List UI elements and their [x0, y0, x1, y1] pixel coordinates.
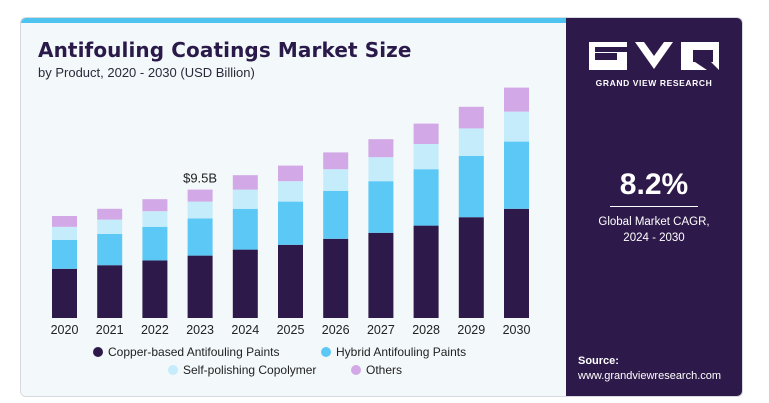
bar-segment: [458, 128, 484, 156]
bar-segment: [97, 219, 123, 234]
bar-segment: [504, 111, 529, 142]
cagr-label-line1: Global Market CAGR,: [598, 216, 710, 228]
x-tick-label: 2023: [186, 323, 214, 337]
bar-segment: [323, 169, 349, 191]
chart-panel: Antifouling Coatings Market Size by Prod…: [21, 18, 566, 396]
bar-segment: [504, 87, 529, 112]
data-label: $9.5B: [183, 171, 217, 186]
bar-segment: [278, 244, 303, 318]
bar-segment: [323, 238, 349, 318]
source-url: www.grandviewresearch.com: [578, 370, 722, 382]
legend-swatch: [351, 365, 361, 375]
x-tick-label: 2030: [503, 323, 531, 337]
x-tick-label: 2027: [367, 323, 395, 337]
chart-title: Antifouling Coatings Market Size: [38, 38, 412, 62]
bar-segment: [52, 240, 77, 269]
info-panel: GRAND VIEW RESEARCH 8.2% Global Market C…: [566, 18, 742, 396]
bar-segment: [458, 106, 484, 129]
bar-segment: [52, 226, 77, 240]
legend-label: Self-polishing Copolymer: [183, 363, 316, 377]
x-tick-label: 2029: [457, 323, 485, 337]
bar-segment: [52, 268, 77, 318]
legend-swatch: [168, 365, 178, 375]
x-tick-label: 2024: [231, 323, 259, 337]
bar-segment: [142, 226, 168, 261]
bar-segment: [368, 157, 394, 182]
bar-segment: [504, 141, 529, 209]
bar-segment: [413, 144, 439, 170]
bar-segment: [97, 208, 123, 220]
bar-segment: [232, 189, 258, 209]
bar-segment: [97, 265, 123, 318]
bar-segment: [504, 208, 529, 318]
bar-segment: [323, 190, 349, 239]
bar-segment: [458, 217, 484, 318]
cagr-divider: [610, 206, 698, 207]
bar-segment: [187, 201, 213, 219]
bar-segment: [187, 189, 213, 202]
accent-bar: [21, 18, 566, 23]
bar-segment: [368, 232, 394, 318]
bar-segment: [368, 139, 394, 158]
bar-segment: [458, 156, 484, 218]
legend-swatch: [93, 347, 103, 357]
bar-segment: [413, 225, 439, 318]
x-tick-label: 2026: [322, 323, 350, 337]
bar-segment: [187, 218, 213, 256]
bar-segment: [278, 201, 303, 245]
bar-segment: [187, 255, 213, 318]
legend-label: Others: [366, 363, 402, 377]
bar-segment: [413, 169, 439, 226]
bar-segment: [232, 175, 258, 190]
x-tick-label: 2020: [51, 323, 79, 337]
chart-card: Antifouling Coatings Market Size by Prod…: [20, 17, 743, 397]
bar-segment: [97, 234, 123, 266]
cagr-label: Global Market CAGR, 2024 - 2030: [566, 214, 742, 246]
bar-segment: [232, 208, 258, 250]
bar-segment: [323, 152, 349, 170]
bar-segment: [142, 260, 168, 318]
bar-segment: [368, 181, 394, 233]
legend-label: Copper-based Antifouling Paints: [108, 345, 279, 359]
x-tick-label: 2025: [277, 323, 305, 337]
bar-segment: [278, 181, 303, 202]
legend-label: Hybrid Antifouling Paints: [336, 345, 466, 359]
bar-segment: [142, 211, 168, 227]
x-tick-label: 2021: [96, 323, 124, 337]
bar-segment: [278, 165, 303, 182]
bar-segment: [413, 123, 439, 144]
stacked-bar-chart: 2020 2021 2022 2023 2024 2025 2026 2027 2028 2029…: [51, 87, 531, 377]
bar-segment: [232, 249, 258, 318]
cagr-label-line2: 2024 - 2030: [623, 232, 685, 244]
cagr-value: 8.2%: [619, 168, 689, 201]
brand-name: GRAND VIEW RESEARCH: [595, 78, 713, 88]
source-label: Source:: [578, 355, 619, 367]
chart-subtitle: by Product, 2020 - 2030 (USD Billion): [38, 65, 255, 80]
bar-segment: [52, 216, 77, 227]
bar-segment: [142, 199, 168, 212]
grand-view-research-logo: [589, 42, 719, 70]
x-tick-label: 2028: [412, 323, 440, 337]
x-tick-label: 2022: [141, 323, 169, 337]
legend-swatch: [321, 347, 331, 357]
